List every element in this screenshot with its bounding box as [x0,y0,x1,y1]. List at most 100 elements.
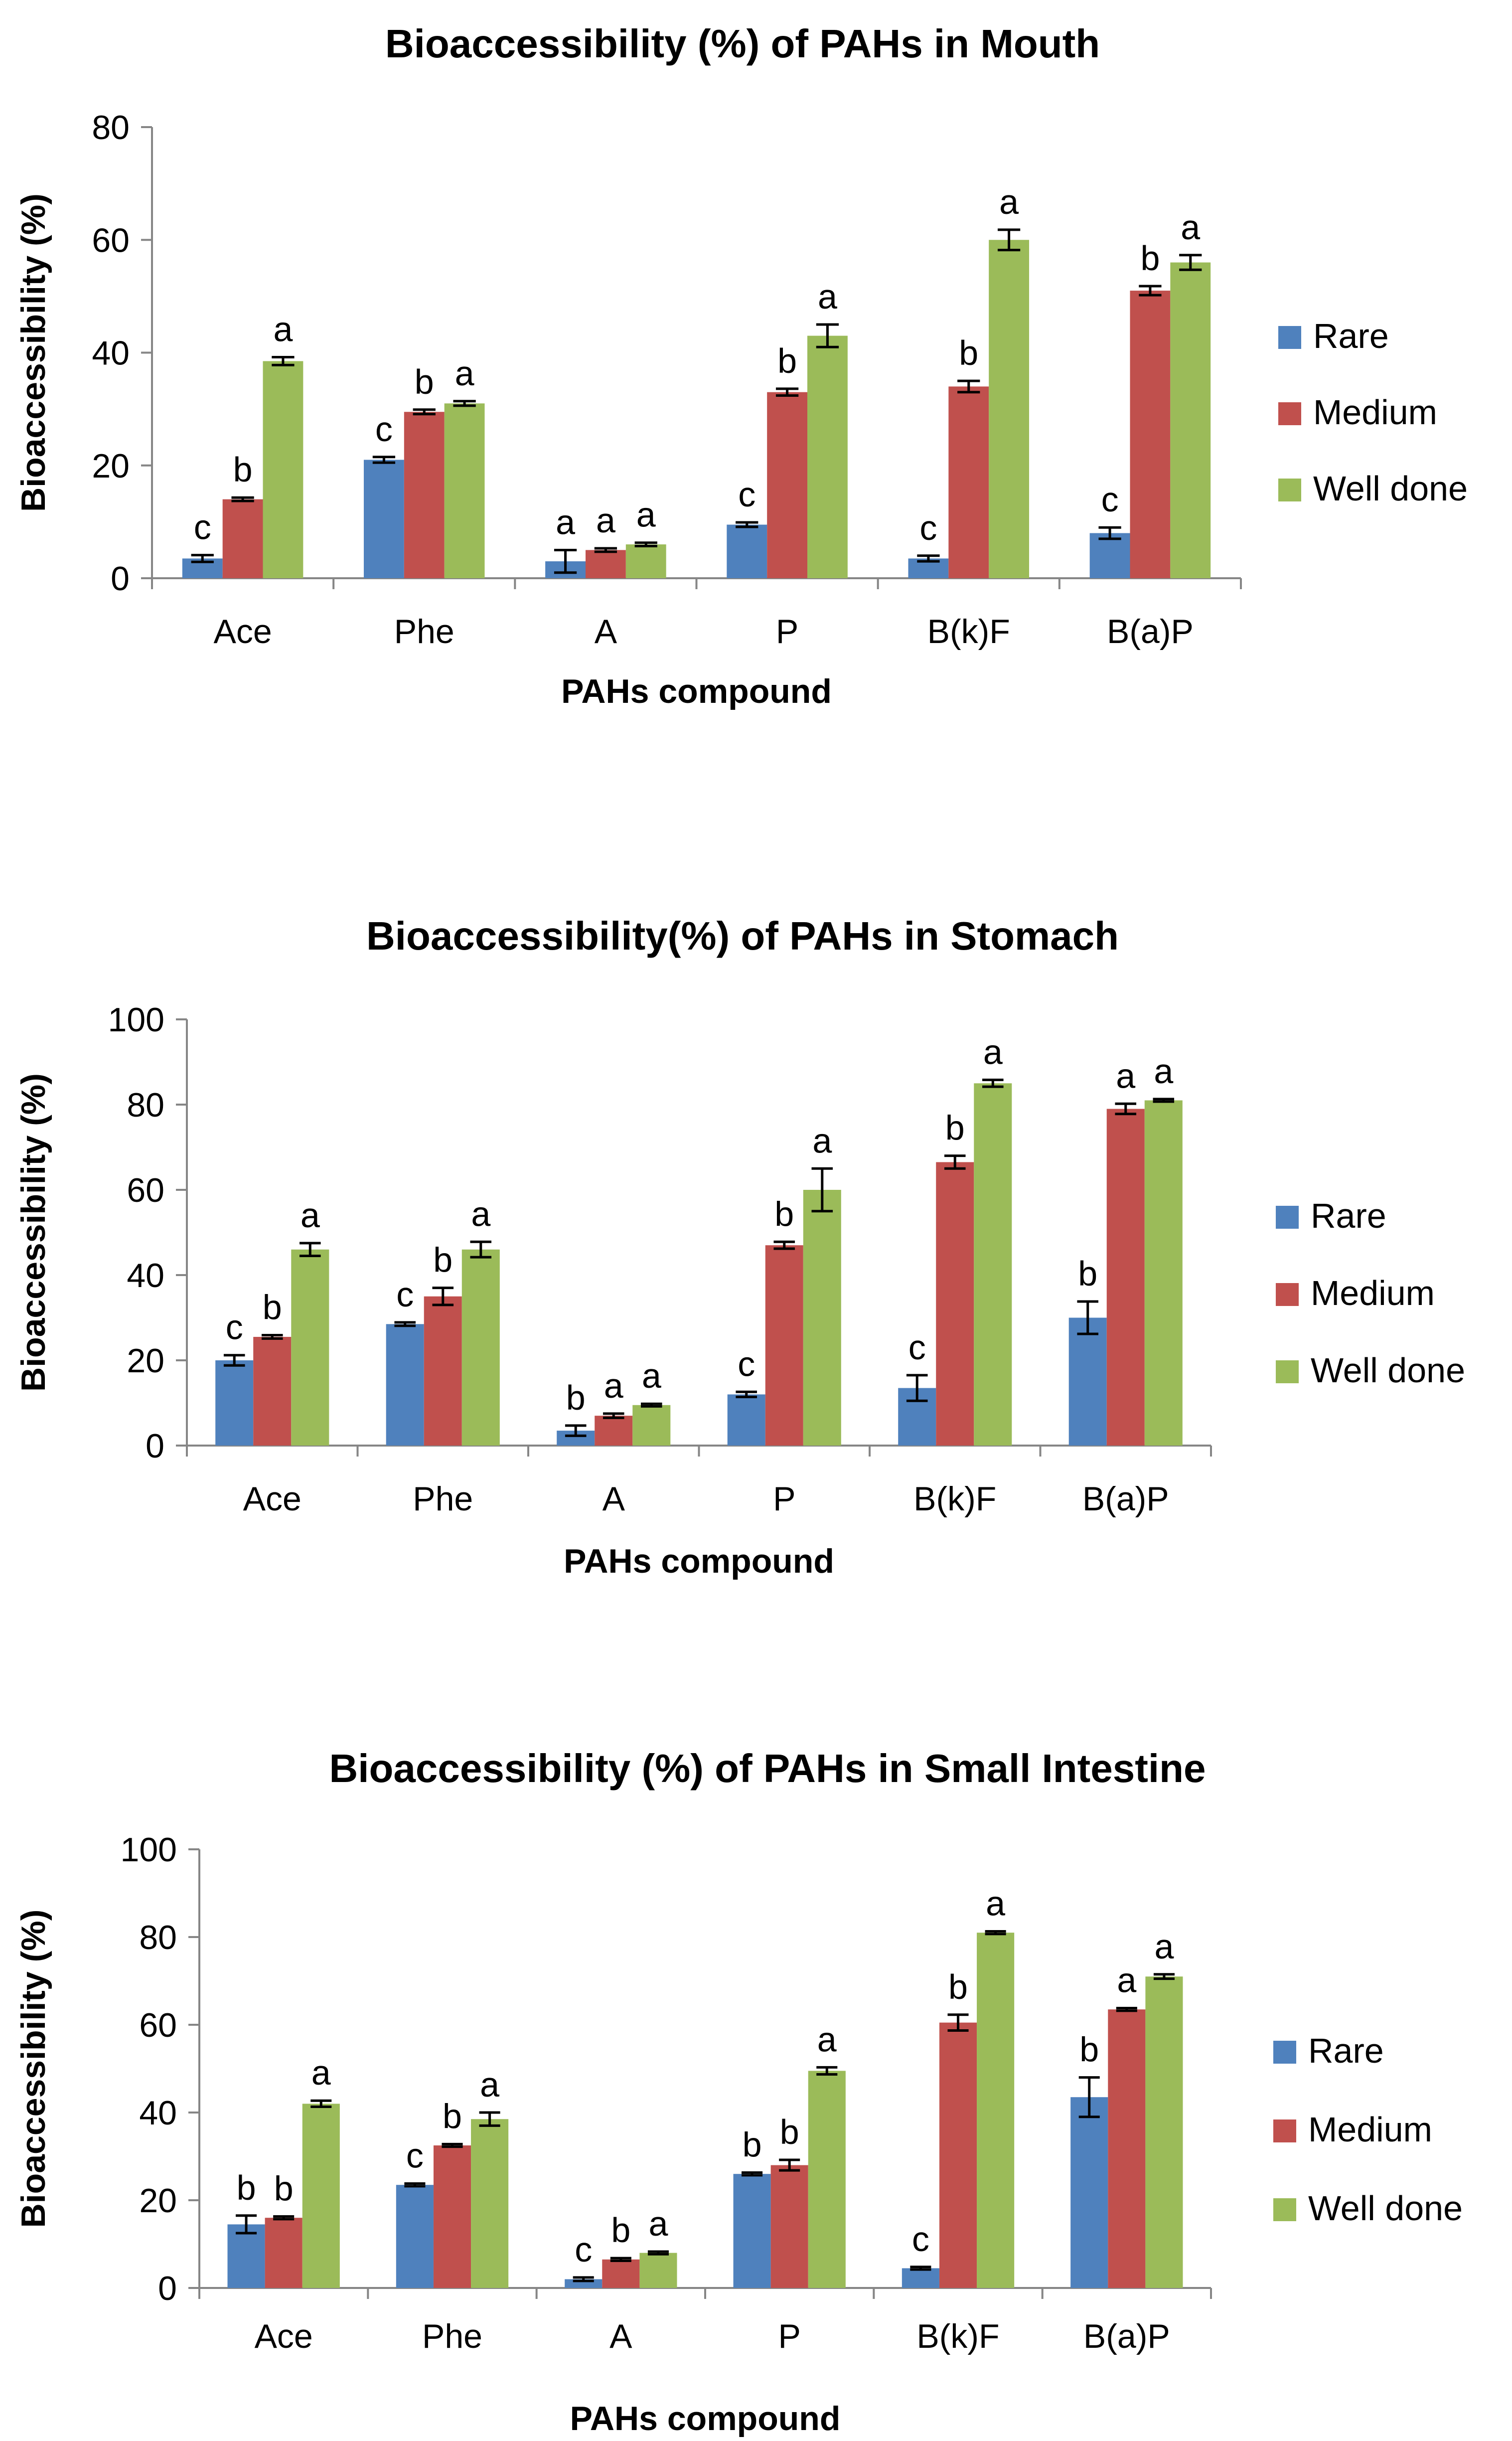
legend-entry: Rare [1311,1196,1386,1235]
significance-label: a [556,502,575,541]
bar-well-done-bap [1144,1100,1183,1446]
legend-entry: Medium [1308,2110,1432,2149]
x-tick-label: B(k)F [927,613,1010,651]
bar-well-done-phe [444,403,485,578]
significance-label: c [1101,480,1119,519]
legend: Rare Medium Well done [1276,1196,1465,1390]
significance-label: a [642,1356,661,1395]
y-axis-label: Bioaccessibility (%) [14,1073,52,1392]
significance-label: b [777,341,797,380]
significance-label: a [817,2020,837,2059]
bar-rare-p [727,524,767,578]
legend-entry: Rare [1313,317,1389,355]
chart-title: Bioaccessibility (%) of PAHs in Mouth [385,21,1100,66]
x-axis-label: PAHs compound [564,1542,834,1580]
x-tick-label: A [609,2317,632,2355]
y-tick-label: 0 [146,1427,164,1465]
y-tick-label: 20 [139,2182,177,2220]
significance-label: c [738,1344,755,1383]
y-tick-label: 60 [127,1171,164,1209]
legend-swatch [1273,2198,1296,2221]
significance-label: b [1140,239,1160,278]
significance-label: a [273,310,293,349]
significance-label: b [611,2211,630,2250]
significance-label: c [738,475,756,514]
bar-well-done-p [803,1190,841,1446]
significance-label: a [1181,208,1200,247]
chart-panel-1: Bioaccessibility (%) of PAHs in Mouth 0 20… [14,21,1468,710]
chart-panel-2: Bioaccessibility(%) of PAHs in Stomach 0 2… [14,914,1465,1580]
significance-label: a [1116,1056,1135,1095]
y-tick-label: 40 [139,2094,177,2132]
significance-label: b [433,1241,453,1280]
x-tick-label: B(a)P [1082,1480,1169,1518]
significance-label: a [471,1194,490,1233]
bar-medium-bap [1130,291,1171,578]
legend-entry: Well done [1308,2189,1463,2228]
bar-well-done-phe [471,2119,509,2288]
legend-entry: Medium [1311,1274,1435,1312]
significance-label: a [311,2053,331,2092]
x-tick-label: B(a)P [1107,613,1194,651]
bar-medium-phe [433,2145,471,2288]
y-tick-label: 60 [139,2006,177,2044]
significance-label: a [596,501,615,540]
significance-label: a [301,1196,320,1235]
bar-rare-bkf [902,2268,939,2288]
significance-label: a [812,1121,832,1160]
significance-label: b [959,333,978,372]
legend-entry: Rare [1308,2031,1384,2070]
significance-label: b [1078,1254,1097,1293]
x-tick-label: Ace [213,613,272,651]
y-axis-label: Bioaccessibility (%) [14,193,52,512]
chart-title: Bioaccessibility (%) of PAHs in Small In… [329,1746,1206,1790]
significance-label: b [274,2169,294,2208]
y-tick-label: 40 [92,334,130,372]
x-axis-label: PAHs compound [561,672,832,710]
y-tick-label: 20 [92,447,130,485]
significance-label: b [566,1378,586,1417]
chart-title: Bioaccessibility(%) of PAHs in Stomach [366,914,1119,958]
bar-well-done-p [808,2071,846,2288]
x-tick-label: A [595,613,617,651]
bar-well-done-bap [1145,1976,1183,2288]
significance-label: b [1079,2030,1099,2069]
x-tick-label: Phe [422,2317,482,2355]
bar-medium-a [585,550,626,578]
x-tick-label: B(k)F [913,1480,996,1518]
bar-rare-bap [1070,2097,1108,2288]
x-tick-label: A [603,1480,625,1518]
x-tick-label: Phe [413,1480,473,1518]
bar-medium-phe [424,1296,462,1446]
significance-label: c [226,1308,243,1347]
significance-label: b [780,2113,799,2151]
x-tick-label: P [776,613,798,651]
y-tick-label: 60 [92,221,130,259]
significance-label: c [375,410,393,449]
legend-entry: Medium [1313,393,1437,432]
bar-well-done-a [632,1405,671,1446]
significance-label: a [1154,1927,1174,1966]
legend-swatch [1276,1360,1299,1383]
significance-label: b [233,450,253,489]
significance-label: c [194,508,211,547]
bar-rare-p [727,1394,765,1446]
bar-medium-phe [404,412,445,578]
bar-medium-ace [222,499,263,578]
significance-label: c [406,2136,424,2175]
legend-swatch [1278,479,1301,501]
y-tick-label: 0 [158,2270,177,2307]
bar-rare-bap [1089,533,1130,578]
bar-well-done-ace [302,2104,340,2288]
x-tick-label: P [778,2317,800,2355]
bar-medium-bkf [939,2022,977,2288]
significance-label: c [908,1328,926,1367]
bar-medium-ace [253,1336,292,1446]
y-tick-label: 40 [127,1257,164,1295]
bar-medium-p [765,1245,803,1446]
x-tick-label: Phe [394,613,454,651]
x-tick-label: P [773,1480,795,1518]
significance-label: b [945,1109,965,1147]
significance-label: b [263,1288,282,1327]
